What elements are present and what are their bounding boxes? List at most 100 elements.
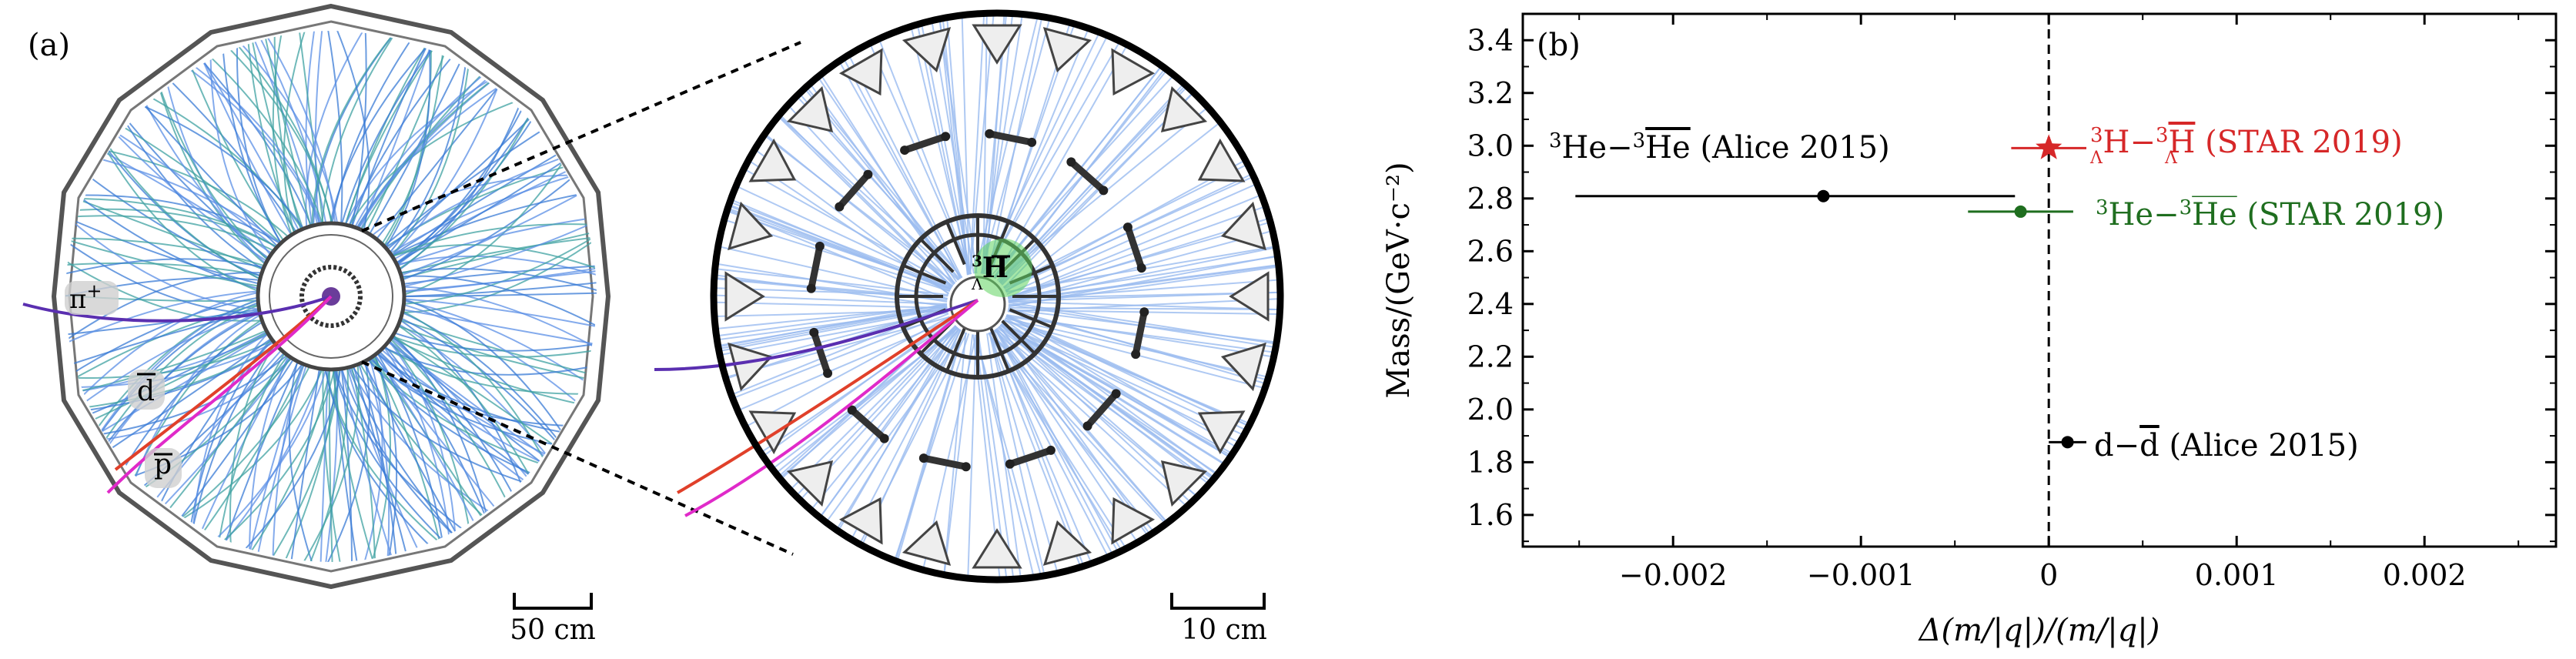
right-track: [998, 326, 1185, 542]
right-track: [960, 13, 970, 275]
scale-bar-left: 50 cm: [510, 593, 596, 646]
pbar-label-bg: [145, 448, 182, 488]
zoom-line-bottom: [361, 360, 794, 556]
outer-module: [1042, 520, 1092, 566]
pi-plus-track: [22, 295, 332, 323]
left-track: [266, 365, 338, 562]
right-track: [760, 99, 959, 281]
stave-node: [1111, 389, 1121, 399]
pi-plus-label: π+: [69, 280, 102, 315]
stave-node: [1045, 445, 1055, 455]
annotation-star-hyper: 3H−3H (STAR 2019): [2090, 124, 2403, 160]
stave: [1132, 308, 1148, 358]
outer-module: [728, 201, 774, 251]
scale-bar-left-label: 50 cm: [510, 614, 596, 646]
left-track: [293, 31, 325, 228]
stave-node: [961, 462, 971, 472]
right-track: [714, 313, 949, 409]
dbar-track: [114, 295, 333, 471]
left-track: [356, 360, 400, 562]
left-detector-inner-frame: [68, 20, 594, 573]
outer-module: [1197, 138, 1246, 182]
right-track: [745, 117, 954, 287]
left-track: [372, 351, 398, 562]
left-track: [357, 350, 391, 562]
inner-spoke: [902, 263, 947, 285]
outer-module: [786, 85, 834, 133]
left-track: [350, 31, 367, 231]
stave-node: [900, 146, 910, 156]
right-track: [989, 331, 1183, 543]
left-track: [388, 244, 597, 286]
left-track: [397, 223, 597, 280]
stave-node: [1122, 222, 1132, 232]
stave-node: [1005, 459, 1015, 469]
x-axis-label: Δ(m/|q|)/(m/|q|): [1918, 613, 2160, 648]
right-track: [1005, 106, 1240, 293]
stave-node: [806, 283, 816, 293]
annotation-alice-d: d−d (Alice 2015): [2094, 428, 2359, 463]
stave-node: [823, 368, 833, 378]
inner-spoke: [945, 327, 966, 372]
x-tick-label: 0: [2039, 558, 2058, 592]
data-marker: [2014, 205, 2027, 218]
left-inner-barrel-ring: [269, 234, 393, 359]
panel-a-label: (a): [28, 28, 70, 63]
stave: [985, 130, 1035, 146]
right-track: [999, 324, 1246, 479]
left-detector-outer-frame: [51, 3, 611, 590]
right-track: [761, 96, 953, 288]
left-track: [400, 265, 597, 293]
stave: [1006, 447, 1055, 468]
annotation-star-he3: 3He−3He (STAR 2019): [2096, 196, 2444, 232]
left-detector: π+ d p: [22, 3, 611, 590]
stave: [810, 329, 831, 377]
scale-bar-right-label: 10 cm: [1181, 614, 1267, 646]
stave-node: [835, 202, 845, 212]
right-track: [999, 65, 1202, 284]
right-track: [944, 13, 969, 276]
y-tick-label: 2.4: [1467, 287, 1514, 321]
right-track: [714, 239, 948, 300]
x-tick-label: 0.002: [2383, 558, 2467, 592]
right-track: [714, 319, 952, 421]
left-track: [293, 363, 349, 562]
y-tick-label: 2.0: [1467, 393, 1514, 427]
stave-node: [918, 453, 928, 463]
right-track: [989, 332, 1051, 580]
panel-b-label: (b): [1537, 28, 1581, 63]
stave-node: [1099, 186, 1109, 196]
hypertriton-glow: [974, 239, 1032, 297]
y-axis-label: Mass/(GeV·c⁻²): [1381, 162, 1417, 398]
data-marker-star: [2036, 134, 2062, 159]
stave-node: [879, 433, 889, 443]
y-tick-label: 1.8: [1467, 445, 1514, 479]
left-track: [159, 40, 323, 229]
panel-a: (a) π+ d p: [22, 3, 1284, 646]
left-track: [65, 236, 266, 322]
left-track: [396, 268, 597, 305]
stave-node: [847, 405, 857, 415]
right-track: [1006, 172, 1280, 296]
annotation-alice-he3: 3He−3He (Alice 2015): [1549, 129, 1890, 166]
left-track: [340, 364, 406, 562]
left-track: [65, 258, 268, 286]
stave-node: [1027, 137, 1037, 147]
y-tick-label: 3.0: [1467, 129, 1514, 162]
left-track: [340, 364, 353, 562]
outer-module: [748, 138, 797, 182]
stave-node: [941, 132, 951, 142]
data-points: [1575, 134, 2086, 449]
left-track: [350, 362, 377, 562]
stave: [1067, 158, 1107, 194]
x-tick-label: −0.002: [1619, 558, 1728, 592]
left-track: [272, 31, 294, 239]
right-track: [975, 334, 1041, 580]
left-track: [285, 364, 321, 562]
right-track: [744, 119, 956, 284]
outer-module: [838, 497, 883, 545]
outer-module: [728, 342, 774, 392]
left-track: [393, 255, 597, 289]
data-marker: [1817, 189, 1830, 202]
stave-node: [1139, 307, 1149, 317]
